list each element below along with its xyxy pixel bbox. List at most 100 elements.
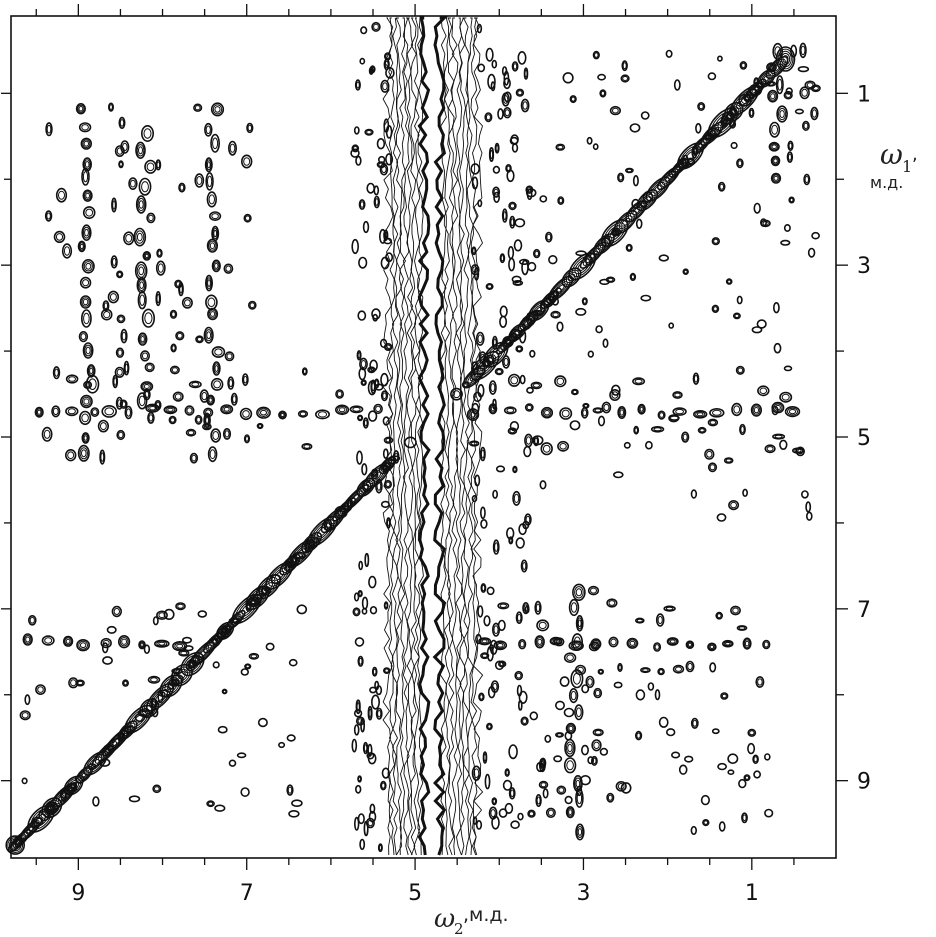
cross-peak [653,642,662,652]
contour-line [41,426,53,442]
contour-line [44,637,53,644]
contour-line [747,742,756,755]
cross-peak [795,446,805,457]
contour-line [799,42,807,59]
contour-line [115,396,123,410]
cross-peak [534,600,542,615]
water-band-peak [357,775,363,783]
contour-line [665,49,673,58]
contour-line [565,806,575,819]
water-band-peak [502,779,513,791]
contour-line [173,666,191,684]
contour-line [471,246,477,256]
contour-line [806,82,814,88]
cross-peak [550,310,561,319]
contour-line [137,197,145,212]
contour-line [625,243,633,252]
cross-peak [194,173,205,188]
diagonal-side-peak [31,816,44,827]
contour-line [595,235,613,253]
water-band-peak [384,52,392,61]
contour-line [617,662,623,673]
contour-line [79,769,90,780]
contour-line [562,72,574,84]
cross-peak [288,658,298,667]
water-band-peak [358,199,366,210]
contour-line [707,127,721,137]
cross-peak [762,639,771,650]
contour-line [118,316,124,322]
cross-peak [147,411,155,424]
contour-line [114,145,125,157]
contour-line [245,436,249,442]
contour-line [353,145,358,151]
contour-line [744,94,750,101]
contour-line [203,407,214,418]
contour-line [594,52,599,58]
x-tick-label: 7 [240,881,254,906]
diagonal-side-peak [284,560,291,572]
contour-line [148,214,154,222]
contour-line [210,377,224,391]
cross-peak [45,122,53,137]
contour-line [51,405,61,418]
diagonal-side-peak [473,367,486,376]
contour-line [499,661,505,667]
contour-line [167,407,174,412]
cross-peak [21,777,28,785]
contour-line [763,753,771,761]
contour-line [197,610,208,618]
contour-line [383,237,393,245]
contour-line [742,488,748,497]
contour-line [175,281,181,287]
contour-line [138,640,146,650]
contour-line [592,728,604,737]
cross-peak [209,211,222,221]
cross-peak [128,177,138,190]
contour-line [208,240,217,251]
contour-line [630,274,635,280]
cross-peak [711,304,720,313]
contour-line [663,605,676,612]
contour-line [592,50,600,60]
contour-line [355,155,362,166]
contour-line [762,75,770,83]
contour-line [207,396,214,405]
water-band-peak [379,338,388,348]
cross-peak [692,409,708,419]
cross-peak [75,679,85,687]
cross-peak [563,707,575,718]
cross-peak [509,421,520,432]
cross-peak [686,157,696,166]
contour-line [590,643,598,650]
cross-peak [51,405,61,418]
contour-line [102,300,110,312]
contour-line [205,274,214,292]
cross-peak [635,689,646,701]
contour-line [672,391,683,399]
water-band-peak [487,685,496,699]
contour-line [210,311,216,317]
contour-line [22,633,33,646]
contour-line [19,710,31,721]
contour-line [128,177,138,190]
contour-line [769,121,781,138]
contour-line [612,471,624,479]
contour-line [657,410,666,420]
contour-line [709,420,717,425]
contour-line [358,560,364,571]
contour-line [772,174,780,183]
contour-line [359,838,366,851]
contour-line [102,656,113,665]
water-band-peak [360,26,368,35]
contour-line [79,447,89,460]
contour-line [497,108,504,120]
cross-peak [587,350,594,358]
contour-line [62,635,74,647]
cross-peak [81,258,95,274]
cross-peak [102,656,113,665]
contour-line [469,372,479,382]
cross-peak [81,309,92,328]
contour-line [206,161,211,169]
contour-line [208,194,216,205]
